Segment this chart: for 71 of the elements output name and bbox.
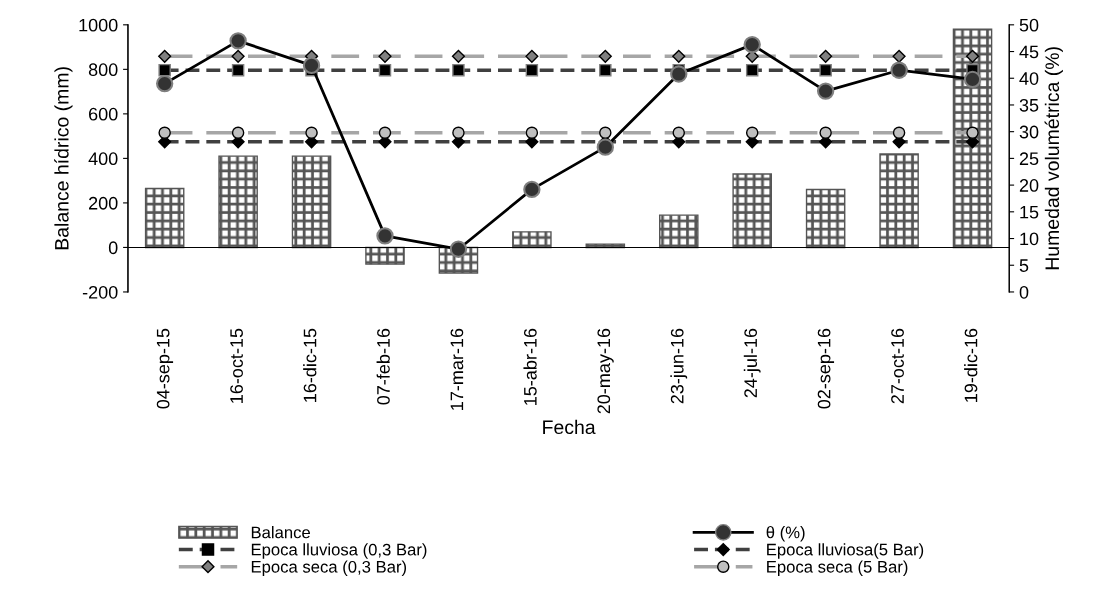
y2-tick-label: 45 [1019,45,1039,59]
x-axis-title: Fecha [543,419,596,435]
bar [732,173,772,249]
x-tick-label: 23-jun-16 [670,328,688,404]
point [158,49,172,63]
x-tick-label: 24-jul-16 [743,328,761,398]
point [599,126,612,139]
bar [879,153,919,249]
point [525,49,539,63]
y2-tick-label: 40 [1019,72,1039,85]
bar [952,28,993,249]
bar [805,188,846,249]
point [819,126,832,139]
y2-tick-label: 5 [1019,259,1029,272]
x-tick-label: 07-feb-16 [376,328,390,405]
point [231,126,245,139]
legend-label: Balance [251,526,310,539]
y2-tick-label: 15 [1020,205,1039,219]
point [451,49,466,63]
legend-label: Epoca lluviosa (0,3 Bar) [251,543,427,559]
y2-tick-label: 20 [1019,179,1039,192]
y2-tick-label: 35 [1019,98,1039,112]
x-tick-label: 02-sep-16 [817,328,835,409]
y-tick-label: 800 [88,63,118,77]
bar [512,231,552,249]
y2-axis-title: Humedad volumétrica (%) [1044,47,1063,270]
y-tick-label: 400 [88,152,118,166]
point [231,49,245,63]
point [158,126,171,139]
bar [144,187,185,249]
y-tick-label: 600 [89,107,118,121]
x-tick-label: 20-may-16 [597,328,614,414]
y-tick-label: -200 [82,285,118,299]
legend-label: Epoca lluviosa(5 Bar) [767,543,924,559]
bar [658,214,699,249]
y2-tick-label: 10 [1020,232,1039,246]
legend-label: Epoca seca (0,3 Bar) [251,560,407,576]
x-tick-label: 15-abr-16 [523,328,537,405]
point [525,126,539,139]
point [819,49,833,63]
bar [291,155,332,249]
x-tick-label: 17-mar-16 [450,328,464,410]
legend-label: θ (%) [766,526,805,542]
point [892,49,906,63]
point [672,49,686,63]
point [305,126,318,139]
point [452,126,465,139]
point [672,126,686,139]
x-tick-label: 04-sep-15 [156,328,174,409]
y-tick-label: 1000 [79,18,118,32]
y2-tick-label: 50 [1019,18,1039,32]
y2-tick-label: 0 [1019,285,1029,299]
point [892,126,906,139]
y-tick-label: 0 [108,241,118,255]
point [598,49,612,63]
point [966,126,979,139]
point [965,49,980,63]
y-axis-title: Balance hídrico (mm) [54,67,73,250]
bar [218,155,258,249]
bar [365,246,405,265]
x-tick-label: 19-dic-16 [964,328,978,402]
point [378,126,392,139]
y2-tick-label: 25 [1019,152,1039,166]
y2-tick-label: 30 [1019,125,1039,139]
x-tick-label: 16-dic-15 [303,328,317,402]
x-tick-label: 27-oct-16 [891,328,904,404]
point [745,126,759,139]
point [378,49,392,63]
y-tick-label: 200 [89,196,118,210]
x-tick-label: 16-oct-15 [230,328,243,403]
legend-label: Epoca seca (5 Bar) [767,560,908,576]
